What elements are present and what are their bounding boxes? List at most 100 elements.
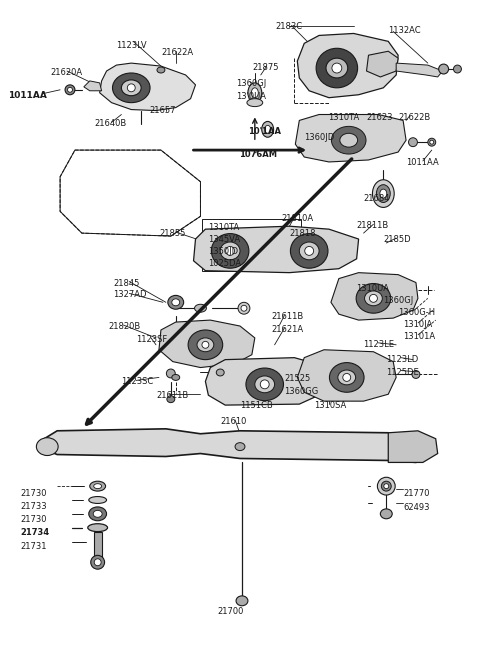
Ellipse shape (384, 484, 389, 489)
Ellipse shape (305, 246, 313, 256)
Text: 1125DE: 1125DE (386, 367, 419, 376)
Text: 21620A: 21620A (50, 68, 83, 77)
Polygon shape (297, 350, 396, 401)
Text: 21730: 21730 (21, 489, 47, 498)
Ellipse shape (326, 58, 348, 78)
Ellipse shape (376, 185, 390, 202)
Ellipse shape (168, 296, 184, 309)
Text: 21623: 21623 (367, 112, 393, 122)
Polygon shape (100, 63, 195, 110)
Text: 1151CB: 1151CB (240, 401, 273, 410)
Ellipse shape (408, 138, 418, 147)
Ellipse shape (238, 302, 250, 314)
Text: 21611B: 21611B (156, 392, 188, 400)
Text: 1123LD: 1123LD (386, 355, 419, 364)
Ellipse shape (338, 370, 356, 385)
Ellipse shape (188, 330, 223, 359)
Text: 21734: 21734 (21, 528, 50, 537)
Ellipse shape (121, 80, 141, 96)
Ellipse shape (172, 332, 180, 338)
Ellipse shape (90, 481, 106, 491)
Ellipse shape (236, 596, 248, 606)
Text: 1025DA: 1025DA (208, 259, 241, 268)
Ellipse shape (329, 363, 364, 392)
Text: 21811B: 21811B (357, 221, 389, 230)
Text: 1310TA: 1310TA (208, 223, 240, 232)
Text: 1011AA: 1011AA (8, 91, 47, 100)
Ellipse shape (197, 338, 214, 351)
Ellipse shape (262, 122, 274, 137)
Polygon shape (84, 81, 102, 91)
Ellipse shape (332, 63, 342, 73)
Ellipse shape (248, 83, 262, 102)
Text: 21733: 21733 (21, 502, 47, 511)
Text: 1123SF: 1123SF (136, 335, 168, 344)
Text: 1360GJ: 1360GJ (384, 296, 414, 306)
Ellipse shape (331, 126, 366, 154)
Polygon shape (193, 226, 359, 273)
Ellipse shape (380, 189, 387, 198)
Text: 1011AA: 1011AA (406, 158, 439, 167)
Ellipse shape (380, 509, 392, 519)
Ellipse shape (246, 368, 284, 401)
Bar (94, 532, 102, 559)
Text: 1310JA: 1310JA (403, 320, 432, 329)
Text: 21684: 21684 (363, 194, 390, 202)
Text: 2183C: 2183C (276, 22, 303, 31)
Text: 1123LV: 1123LV (117, 41, 147, 51)
Ellipse shape (91, 555, 105, 569)
Ellipse shape (290, 234, 328, 268)
Text: 1360G-H: 1360G-H (398, 308, 435, 317)
Ellipse shape (202, 342, 209, 348)
Ellipse shape (226, 246, 235, 256)
Ellipse shape (377, 477, 395, 495)
Ellipse shape (340, 133, 358, 147)
Ellipse shape (430, 140, 434, 144)
Text: 1360JD: 1360JD (304, 133, 335, 143)
Ellipse shape (428, 138, 436, 146)
Bar (203, 219, 301, 271)
Polygon shape (297, 34, 398, 98)
Text: 21640B: 21640B (95, 120, 127, 129)
Text: 13101A: 13101A (403, 332, 435, 341)
Text: 1327AD: 1327AD (113, 290, 147, 300)
Ellipse shape (370, 294, 377, 302)
Text: 10'1AA: 10'1AA (248, 127, 281, 137)
Text: 13'0UA: 13'0UA (236, 92, 266, 101)
Polygon shape (396, 63, 443, 77)
Polygon shape (367, 51, 398, 77)
Ellipse shape (247, 99, 263, 106)
Text: 1310TA: 1310TA (328, 112, 359, 122)
Ellipse shape (300, 242, 319, 260)
Polygon shape (295, 114, 406, 162)
Ellipse shape (260, 380, 269, 389)
Polygon shape (205, 357, 327, 405)
Text: 21700: 21700 (217, 607, 244, 616)
Text: 2185D: 2185D (384, 235, 411, 244)
Ellipse shape (157, 67, 165, 73)
Ellipse shape (172, 374, 180, 380)
Text: 1123SC: 1123SC (121, 377, 154, 386)
Ellipse shape (127, 84, 135, 92)
Ellipse shape (439, 64, 448, 74)
Ellipse shape (112, 73, 150, 102)
Text: 21770: 21770 (403, 489, 430, 498)
Polygon shape (159, 320, 255, 367)
Ellipse shape (216, 369, 224, 376)
Ellipse shape (94, 484, 102, 489)
Ellipse shape (241, 306, 247, 311)
Text: 62493: 62493 (403, 503, 430, 512)
Text: 21810A: 21810A (281, 214, 313, 223)
Text: 21818: 21818 (289, 229, 316, 238)
Ellipse shape (356, 284, 391, 313)
Ellipse shape (454, 65, 461, 73)
Text: 21731: 21731 (21, 543, 47, 551)
Ellipse shape (235, 443, 245, 451)
Ellipse shape (412, 371, 420, 378)
Ellipse shape (220, 242, 240, 260)
Text: 1132AC: 1132AC (388, 26, 421, 35)
Ellipse shape (89, 507, 107, 521)
Ellipse shape (364, 291, 383, 306)
Ellipse shape (343, 373, 351, 381)
Ellipse shape (255, 376, 275, 393)
